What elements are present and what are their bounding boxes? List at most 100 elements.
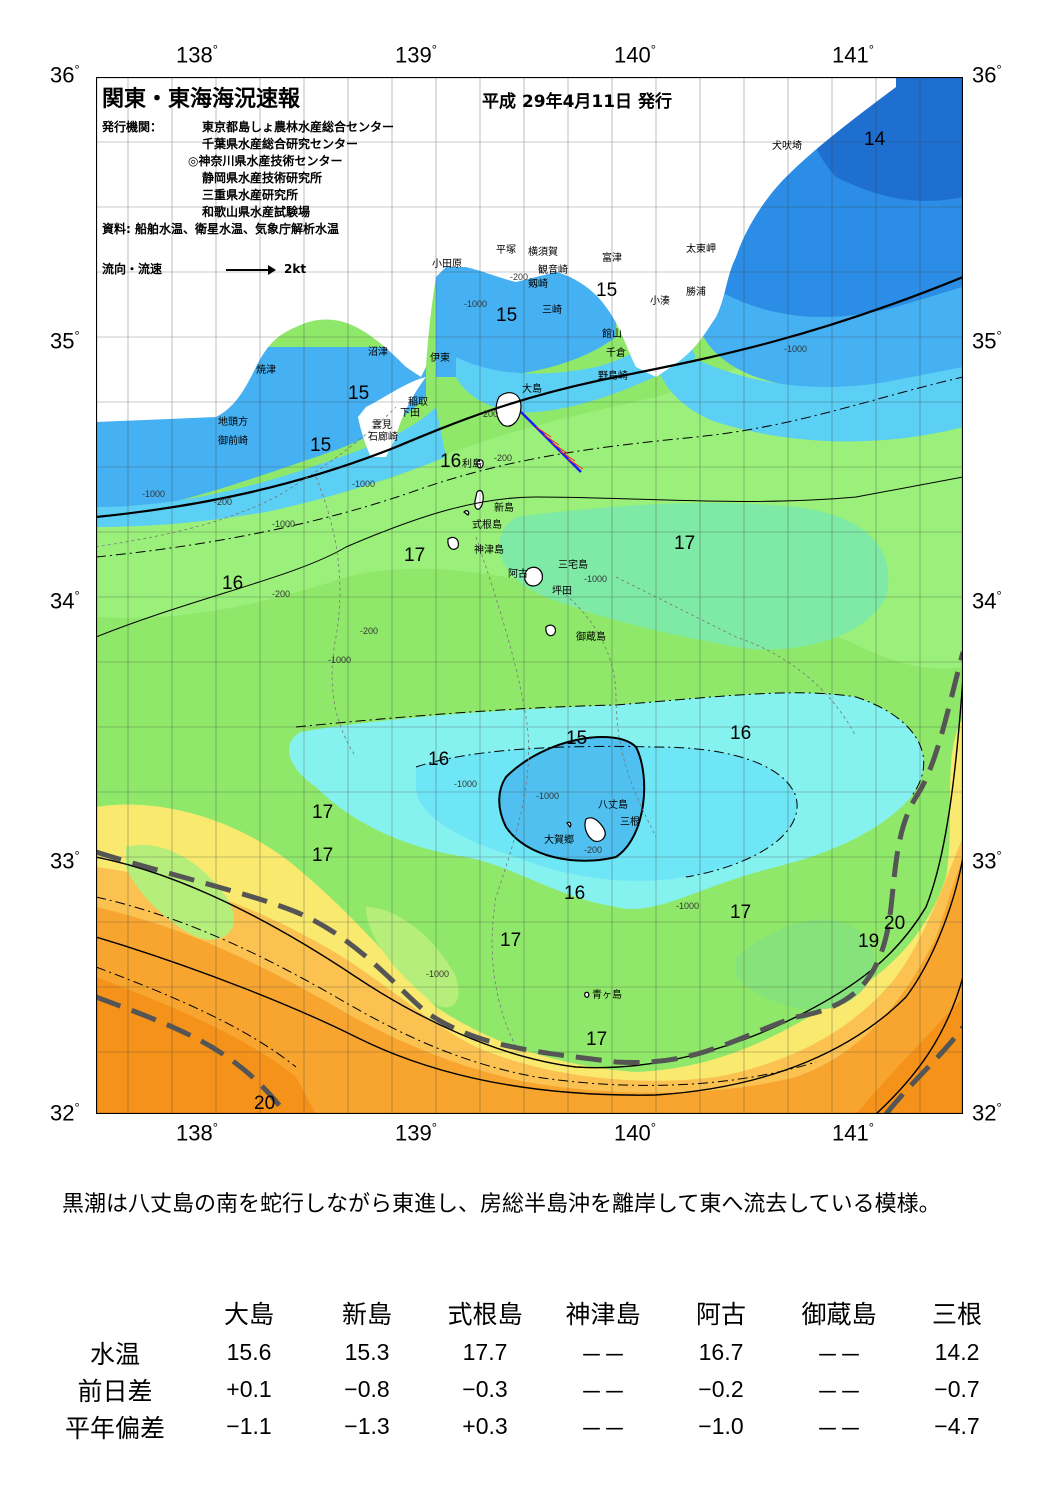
- half-degree-isotherms: [96, 376, 963, 1086]
- isotherm-label: 17: [312, 845, 333, 866]
- label-tateyama: 館山: [602, 327, 622, 340]
- table-cell: －－: [580, 1378, 626, 1405]
- depth-label: -200: [584, 845, 602, 855]
- isotherm-label: 15: [566, 728, 587, 749]
- label-niijima: 新島: [494, 501, 514, 514]
- column-header: 阿古: [695, 1300, 746, 1329]
- agency-item: 東京都島しょ農林水産総合センター: [202, 120, 395, 134]
- lon-label-top-138: 138°: [176, 42, 218, 68]
- table-cell: 14.2: [934, 1339, 980, 1365]
- issue-date: 平成 29年4月11日 発行: [482, 92, 672, 112]
- green-tongue-mid: [366, 907, 459, 1008]
- depth-contours: [96, 406, 857, 1048]
- isotherm-label: 20: [254, 1093, 275, 1114]
- depth-label: -200: [272, 589, 290, 599]
- label-yokosuka: 横須賀: [528, 245, 558, 258]
- lat-label-left-33: 33°: [50, 848, 80, 874]
- label-okago: 大賀郷: [544, 833, 574, 846]
- table-cell: −0.8: [344, 1376, 390, 1402]
- label-chikura: 千倉: [606, 346, 626, 359]
- arrowhead-icon: [268, 265, 276, 275]
- depth-label: -1000: [676, 901, 699, 911]
- table-cell: 16.7: [698, 1339, 744, 1365]
- agency-item: ◎神奈川県水産技術センター: [188, 154, 343, 168]
- label-numazu: 沼津: [368, 345, 388, 358]
- label-ako: 阿古: [508, 567, 528, 580]
- table-cell: +0.3: [462, 1413, 508, 1439]
- table-cell: 15.3: [344, 1339, 390, 1365]
- label-odawara: 小田原: [432, 258, 462, 270]
- label-irozaki: 石廊崎: [368, 430, 398, 443]
- column-header: 神津島: [565, 1300, 641, 1329]
- table-cell: −4.7: [934, 1413, 980, 1439]
- label-tsubota: 坪田: [552, 584, 572, 597]
- lat-label-left-32: 32°: [50, 1100, 80, 1126]
- isotherm-label: 15: [310, 435, 331, 456]
- lon-label-bottom-141: 141°: [832, 1120, 874, 1146]
- label-chito: 地頭方: [218, 415, 248, 428]
- table-row: 平年偏差 −1.1 −1.3 +0.3 －－ −1.0 －－ −4.7: [40, 1408, 1016, 1445]
- isotherm-label: 20: [884, 913, 905, 934]
- hachijojima-island: [584, 817, 606, 842]
- shikinejima-island: [463, 510, 470, 516]
- isotherm-label: 19: [858, 931, 879, 952]
- current-legend-label: 流向・流速: [102, 262, 163, 276]
- page-title: 関東・東海海況速報: [102, 87, 301, 112]
- lat-label-right-36: 36°: [972, 62, 1002, 88]
- isotherm-label: 17: [500, 930, 521, 951]
- boso-blue-band: [696, 277, 963, 392]
- lon-label-bottom-138: 138°: [176, 1120, 218, 1146]
- data-sources: 資料: 船舶水温、衛星水温、気象庁解析水温: [102, 222, 339, 236]
- lon-label-top-140: 140°: [614, 42, 656, 68]
- row-label: 前日差: [77, 1376, 153, 1406]
- kozushima-island: [447, 536, 459, 550]
- depth-label: -1000: [426, 969, 449, 979]
- label-inatori: 稲取: [408, 396, 428, 408]
- depth-label: -200: [214, 497, 232, 507]
- honshu-land: [96, 77, 896, 422]
- column-header: 式根島: [447, 1300, 523, 1329]
- depth-label: -1000: [584, 574, 607, 584]
- table-cell: +0.1: [226, 1376, 272, 1402]
- label-omaezaki: 御前崎: [218, 434, 248, 447]
- row-label: 平年偏差: [64, 1413, 165, 1443]
- isotherm-label: 14: [864, 129, 886, 150]
- depth-label: -1000: [272, 519, 295, 529]
- label-hachijojima: 八丈島: [598, 798, 628, 811]
- column-header: 御蔵島: [801, 1300, 877, 1329]
- teal-region-miyake: [499, 502, 889, 650]
- label-katsuura: 勝浦: [686, 285, 706, 298]
- column-header: 大島: [223, 1300, 274, 1329]
- table-header-row: 大島 新島 式根島 神津島 阿古 御蔵島 三根: [40, 1292, 1016, 1334]
- deep-orange-se: [856, 997, 963, 1114]
- table-cell: －－: [816, 1378, 862, 1405]
- table-corner: [40, 1292, 190, 1334]
- label-nojimazaki: 野島崎: [598, 369, 628, 382]
- tokyo-bay-land: [606, 77, 654, 277]
- depth-label: -1000: [352, 479, 375, 489]
- current-legend-arrow-icon: [226, 269, 272, 271]
- label-toshima: 利島: [462, 457, 482, 470]
- isotherm-label: 17: [404, 545, 425, 566]
- table-cell: −0.2: [698, 1376, 744, 1402]
- boso-light-band: [656, 337, 963, 442]
- lon-label-top-139: 139°: [395, 42, 437, 68]
- depth-label: -200: [494, 453, 512, 463]
- depth-label: -1000: [142, 489, 165, 499]
- label-tsurugisaki: 剱崎: [528, 277, 548, 290]
- label-aogashima: 青ヶ島: [592, 988, 622, 1001]
- islands: [447, 392, 606, 998]
- table-cell: 17.7: [462, 1339, 508, 1365]
- lat-label-right-34: 34°: [972, 588, 1002, 614]
- depth-label: -200: [480, 409, 498, 419]
- label-shikinejima: 式根島: [472, 518, 502, 531]
- label-mitsune: 三根: [620, 815, 640, 828]
- label-hiratsuka: 平塚: [496, 244, 516, 256]
- agency-item: 静岡県水産技術研究所: [202, 171, 323, 185]
- table-cell: −1.3: [344, 1413, 390, 1439]
- table-cell: －－: [816, 1415, 862, 1442]
- isotherm-label: 16: [428, 749, 449, 770]
- label-taitomisaki: 太東岬: [686, 242, 716, 255]
- isotherm-label: 16: [564, 883, 585, 904]
- label-kominato: 小湊: [650, 294, 670, 307]
